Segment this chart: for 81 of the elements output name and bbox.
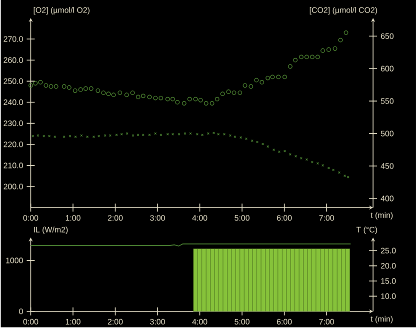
point bbox=[226, 90, 231, 94]
point bbox=[220, 92, 225, 96]
point bbox=[54, 84, 58, 89]
point bbox=[62, 84, 66, 89]
point bbox=[118, 90, 122, 96]
point bbox=[270, 74, 275, 80]
point bbox=[198, 98, 203, 102]
point bbox=[33, 81, 38, 86]
point bbox=[305, 158, 308, 161]
point bbox=[178, 133, 180, 136]
point bbox=[248, 84, 254, 89]
point bbox=[106, 92, 111, 96]
point bbox=[214, 96, 220, 102]
point bbox=[88, 86, 94, 91]
point bbox=[332, 168, 335, 172]
point bbox=[210, 101, 214, 106]
point bbox=[276, 74, 281, 80]
point bbox=[344, 30, 348, 35]
point bbox=[104, 134, 106, 137]
point bbox=[62, 136, 66, 138]
point bbox=[182, 101, 186, 106]
point bbox=[293, 58, 298, 62]
point bbox=[108, 134, 112, 137]
point bbox=[316, 54, 320, 60]
point bbox=[86, 136, 89, 138]
point bbox=[304, 54, 309, 60]
point bbox=[44, 83, 48, 88]
point bbox=[316, 162, 319, 165]
point bbox=[254, 78, 259, 82]
point bbox=[310, 160, 314, 164]
point bbox=[170, 96, 175, 102]
point bbox=[36, 134, 40, 137]
point bbox=[193, 96, 198, 102]
point bbox=[238, 90, 242, 96]
point bbox=[153, 96, 158, 100]
point bbox=[288, 64, 292, 69]
point bbox=[184, 132, 186, 135]
point bbox=[80, 134, 83, 137]
point bbox=[136, 134, 140, 136]
point bbox=[136, 94, 140, 100]
point bbox=[38, 80, 43, 84]
point bbox=[130, 90, 135, 96]
point bbox=[282, 74, 287, 80]
point bbox=[187, 96, 192, 102]
point bbox=[74, 136, 77, 138]
point bbox=[147, 94, 152, 100]
point bbox=[165, 96, 170, 102]
point bbox=[338, 38, 343, 42]
point bbox=[126, 132, 128, 135]
point bbox=[120, 133, 123, 136]
point bbox=[148, 134, 151, 136]
point bbox=[96, 88, 100, 93]
point bbox=[101, 90, 106, 96]
point bbox=[72, 88, 78, 93]
point bbox=[260, 80, 264, 84]
point bbox=[310, 54, 314, 60]
point bbox=[160, 134, 162, 136]
point bbox=[332, 46, 338, 51]
point bbox=[242, 83, 248, 88]
point bbox=[66, 85, 72, 90]
point bbox=[266, 76, 270, 80]
point bbox=[28, 83, 33, 88]
point bbox=[175, 100, 180, 105]
point bbox=[326, 47, 331, 52]
point bbox=[78, 87, 83, 92]
point bbox=[115, 134, 118, 136]
point bbox=[140, 94, 146, 98]
point bbox=[204, 101, 208, 106]
point bbox=[234, 136, 236, 138]
point bbox=[346, 176, 350, 178]
point bbox=[111, 92, 116, 98]
point bbox=[83, 86, 88, 91]
point bbox=[320, 48, 325, 53]
point bbox=[232, 90, 236, 96]
point bbox=[217, 133, 220, 136]
point bbox=[299, 54, 304, 60]
point bbox=[158, 96, 164, 100]
point bbox=[327, 166, 330, 170]
point bbox=[48, 84, 54, 89]
point bbox=[266, 145, 270, 148]
point bbox=[124, 92, 129, 98]
